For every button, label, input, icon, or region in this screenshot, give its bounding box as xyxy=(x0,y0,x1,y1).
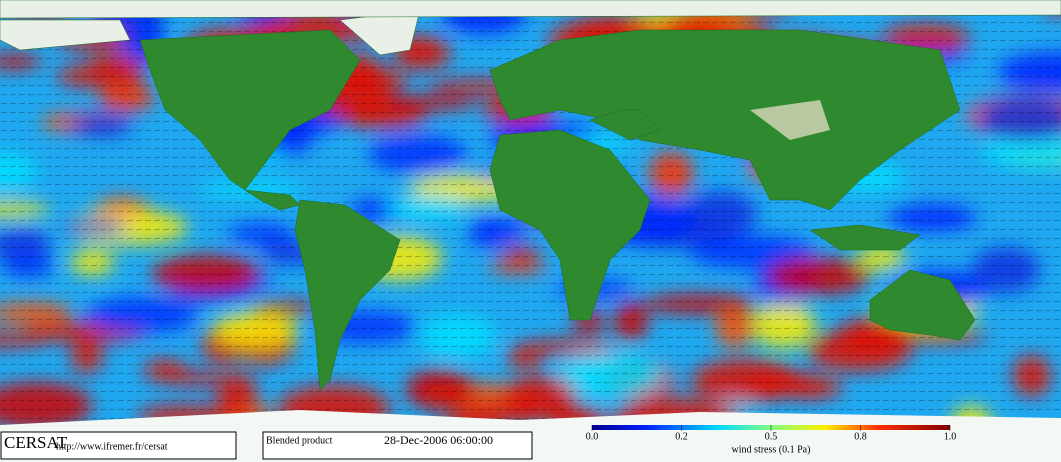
footer: CERSAT http://www.ifremer.fr/cersat Blen… xyxy=(0,425,957,460)
colorbar-tick-label: 0.5 xyxy=(765,431,778,442)
url: http://www.ifremer.fr/cersat xyxy=(56,441,168,452)
logo-box xyxy=(0,431,237,460)
colorbar-tick-label: 0.2 xyxy=(675,431,688,442)
date: 28-Dec-2006 06:00:00 xyxy=(384,433,493,447)
colorbar-tick-label: 1.0 xyxy=(944,431,957,442)
colorbar-tick-label: 0.8 xyxy=(854,431,867,442)
logo: CERSAT xyxy=(4,433,68,452)
colorbar-tick-label: 0.0 xyxy=(586,431,599,442)
product: Blended product xyxy=(266,435,333,446)
product-box xyxy=(262,431,533,460)
colorbar-label: wind stress (0.1 Pa) xyxy=(732,444,811,455)
